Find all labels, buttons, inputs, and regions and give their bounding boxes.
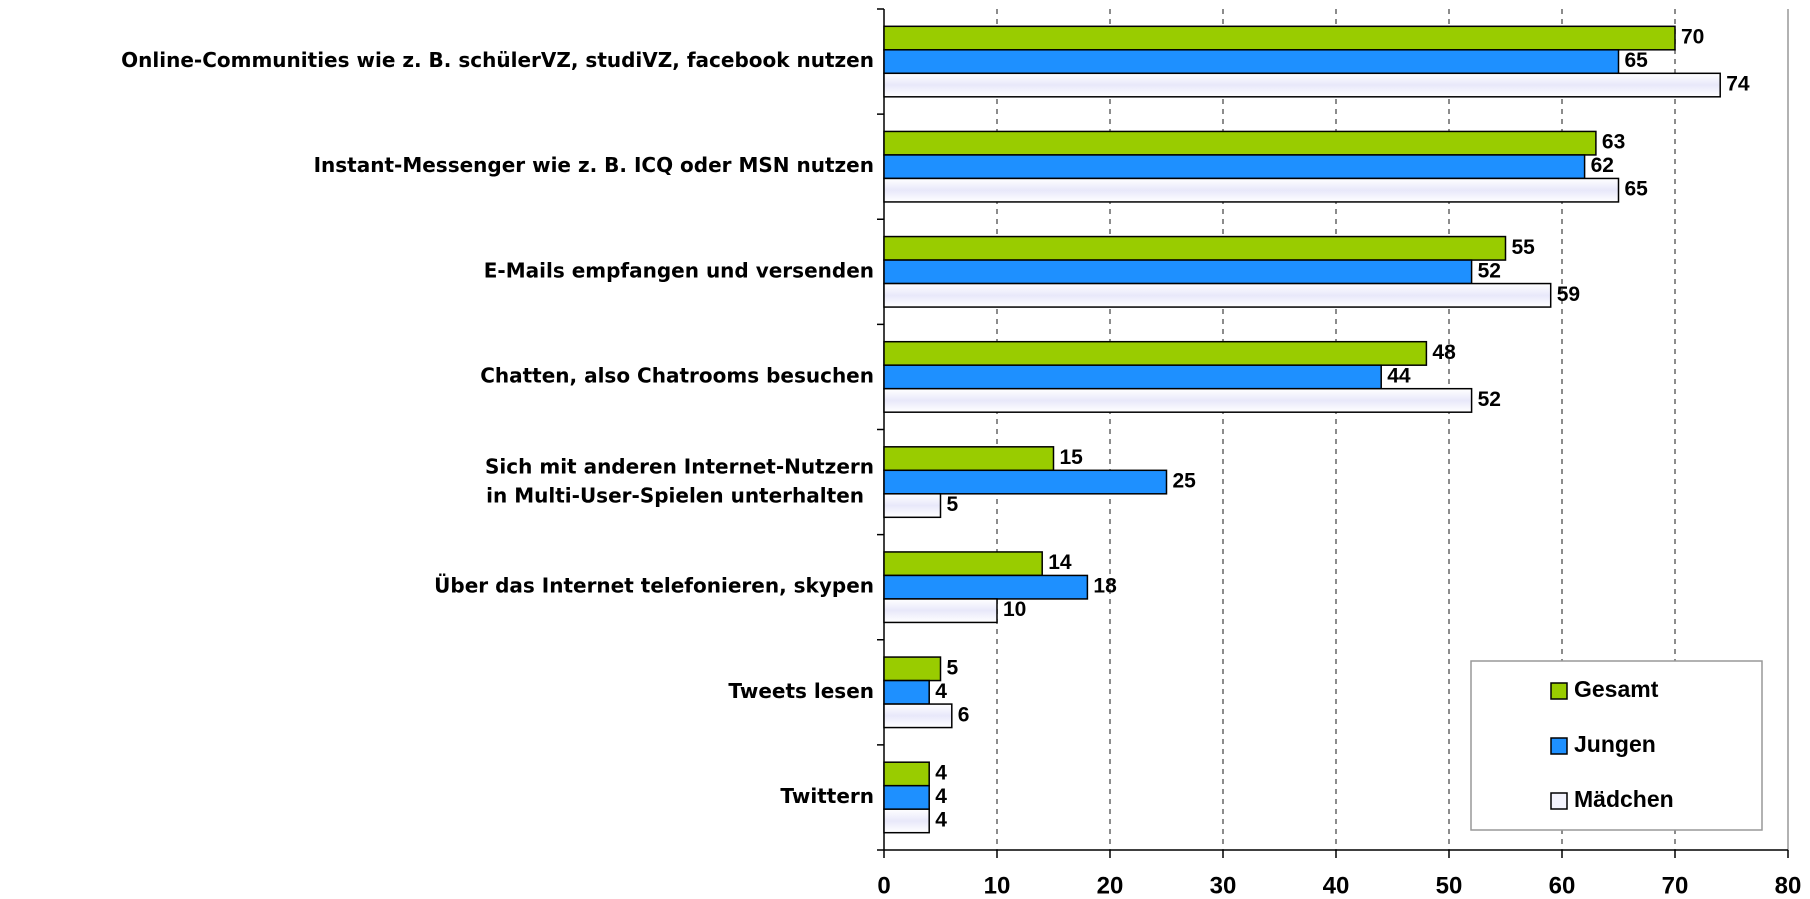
data-label: 44 xyxy=(1387,364,1411,387)
bar xyxy=(883,598,998,624)
bar xyxy=(883,493,942,519)
x-tick-label: 80 xyxy=(1775,872,1802,899)
bar xyxy=(883,177,1620,203)
x-tick-label: 60 xyxy=(1549,872,1576,899)
data-label: 6 xyxy=(958,703,970,726)
data-label: 15 xyxy=(1060,446,1084,469)
data-label: 65 xyxy=(1625,178,1649,201)
x-tick-label: 50 xyxy=(1436,872,1463,899)
bar xyxy=(883,446,1055,472)
legend-box xyxy=(1470,660,1763,831)
legend-swatch xyxy=(1550,792,1568,810)
category-label: Online-Communities wie z. B. schülerVZ, … xyxy=(121,48,874,72)
legend-label: Gesamt xyxy=(1574,676,1659,702)
data-label: 55 xyxy=(1512,236,1536,259)
bar xyxy=(883,340,1428,366)
x-tick-label: 10 xyxy=(984,872,1011,899)
category-label: Chatten, also Chatrooms besuchen xyxy=(480,363,874,387)
legend-swatch xyxy=(1550,737,1568,755)
category-label-line: Sich mit anderen Internet-Nutzern xyxy=(485,454,874,478)
x-tick-label: 30 xyxy=(1210,872,1237,899)
category-label: Twittern xyxy=(780,784,874,808)
data-label: 74 xyxy=(1726,73,1750,96)
data-label: 5 xyxy=(947,656,959,679)
data-label: 5 xyxy=(947,493,959,516)
category-label: Tweets lesen xyxy=(728,679,874,703)
x-tick-label: 40 xyxy=(1323,872,1350,899)
data-label: 4 xyxy=(935,761,947,784)
category-label: Über das Internet telefonieren, skypen xyxy=(434,574,874,598)
data-label: 18 xyxy=(1093,575,1117,598)
data-label: 70 xyxy=(1681,26,1704,49)
category-label-line: in Multi-User-Spielen unterhalten xyxy=(486,483,864,507)
data-label: 14 xyxy=(1048,551,1072,574)
legend-label: Jungen xyxy=(1574,731,1656,757)
bar xyxy=(883,154,1586,180)
category-label: E-Mails empfangen und versenden xyxy=(484,258,874,282)
bar xyxy=(883,574,1089,600)
data-label: 65 xyxy=(1625,49,1649,72)
bar xyxy=(883,235,1507,261)
data-label: 52 xyxy=(1478,259,1501,282)
bar xyxy=(883,25,1676,51)
category-label: Instant-Messenger wie z. B. ICQ oder MSN… xyxy=(314,153,874,177)
bar xyxy=(883,387,1473,413)
bar xyxy=(883,72,1721,98)
legend-swatch xyxy=(1550,682,1568,700)
bar xyxy=(883,808,930,834)
category-label: Sich mit anderen Internet-Nutzern in Mult… xyxy=(485,454,874,507)
bar xyxy=(883,761,930,787)
data-label: 4 xyxy=(935,680,947,703)
data-label: 25 xyxy=(1173,470,1197,493)
data-label: 48 xyxy=(1432,341,1456,364)
data-label: 62 xyxy=(1591,154,1614,177)
bar xyxy=(883,282,1552,308)
x-tick-label: 0 xyxy=(877,872,890,899)
bar xyxy=(883,551,1043,577)
bar xyxy=(883,656,942,682)
data-label: 4 xyxy=(935,785,947,808)
bar xyxy=(883,49,1620,75)
bar xyxy=(883,364,1382,390)
bar xyxy=(883,679,930,705)
bar xyxy=(883,784,930,810)
data-label: 59 xyxy=(1557,283,1580,306)
bar xyxy=(883,130,1597,156)
data-label: 63 xyxy=(1602,131,1625,154)
data-label: 10 xyxy=(1003,598,1026,621)
data-label: 52 xyxy=(1478,388,1501,411)
data-label: 4 xyxy=(935,808,947,831)
bar xyxy=(883,469,1168,495)
x-tick-label: 70 xyxy=(1662,872,1689,899)
legend-label: Mädchen xyxy=(1574,786,1674,812)
x-tick-label: 20 xyxy=(1097,872,1124,899)
bar xyxy=(883,259,1473,285)
bar xyxy=(883,703,953,729)
